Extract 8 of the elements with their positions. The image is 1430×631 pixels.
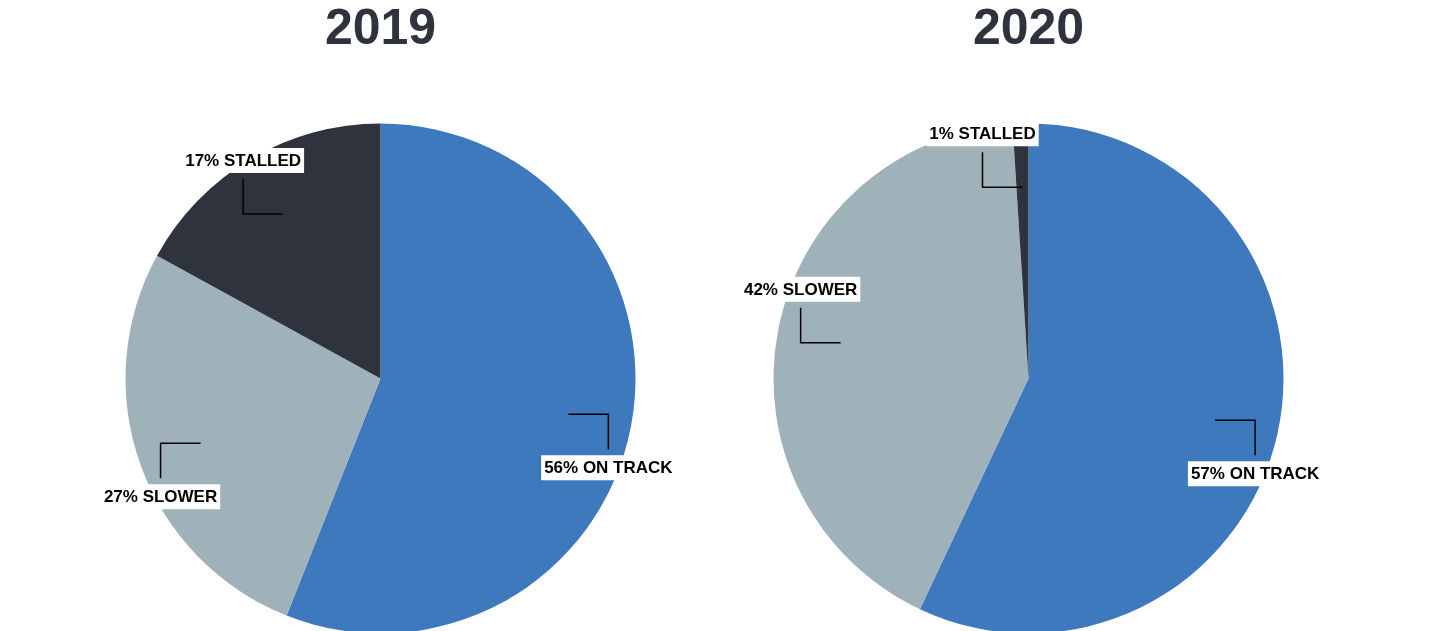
chart-title: 2019 [324, 0, 437, 55]
slice-label: 56% ON TRACK [544, 458, 674, 478]
slice-label: 42% SLOWER [743, 279, 858, 299]
chart-title: 2020 [972, 0, 1085, 55]
slice-label: 27% SLOWER [103, 487, 218, 507]
slice-label: 17% STALLED [185, 150, 302, 170]
slice-label: 1% STALLED [929, 124, 1036, 144]
slice-label: 57% ON TRACK [1190, 464, 1321, 484]
